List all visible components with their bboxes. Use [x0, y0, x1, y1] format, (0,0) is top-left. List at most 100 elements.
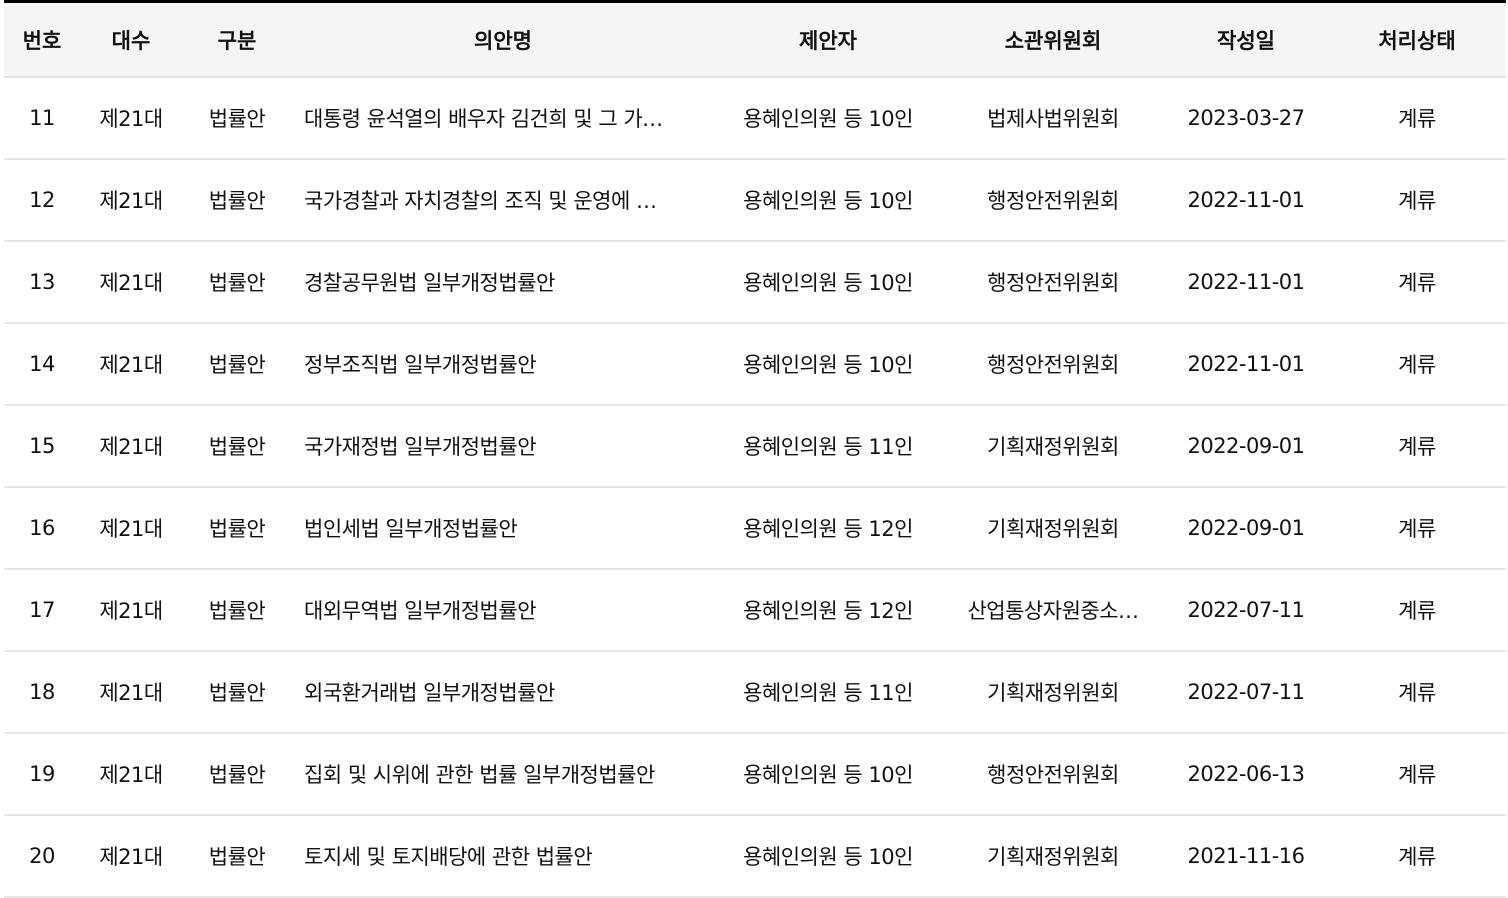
cell-number: 15 [4, 405, 80, 488]
cell-status: 계류 [1328, 815, 1506, 898]
cell-type: 법률안 [182, 651, 292, 734]
header-session: 대수 [80, 1, 182, 78]
cell-status: 계류 [1328, 77, 1506, 160]
header-type: 구분 [182, 1, 292, 78]
header-number: 번호 [4, 1, 80, 78]
table-row[interactable]: 11 제21대 법률안 대통령 윤석열의 배우자 김건희 및 그 가… 용혜인의원 등 … [4, 77, 1506, 160]
cell-bill-title[interactable]: 정부조직법 일부개정법률안 [292, 323, 714, 406]
cell-date: 2022-07-11 [1164, 651, 1328, 734]
cell-proposer: 용혜인의원 등 11인 [714, 651, 942, 734]
cell-bill-title[interactable]: 토지세 및 토지배당에 관한 법률안 [292, 815, 714, 898]
cell-type: 법률안 [182, 159, 292, 242]
cell-number: 14 [4, 323, 80, 406]
cell-type: 법률안 [182, 77, 292, 160]
table-row[interactable]: 18 제21대 법률안 외국환거래법 일부개정법률안 용혜인의원 등 11인 기획재정위원… [4, 651, 1506, 734]
bill-list-table: 번호 대수 구분 의안명 제안자 소관위원회 작성일 처리상태 11 제21대 법률… [4, 0, 1506, 898]
cell-status: 계류 [1328, 323, 1506, 406]
cell-date: 2022-11-01 [1164, 323, 1328, 406]
cell-number: 13 [4, 241, 80, 324]
cell-type: 법률안 [182, 569, 292, 652]
cell-session: 제21대 [80, 487, 182, 570]
cell-status: 계류 [1328, 241, 1506, 324]
cell-type: 법률안 [182, 487, 292, 570]
cell-bill-title[interactable]: 대통령 윤석열의 배우자 김건희 및 그 가… [292, 77, 714, 160]
cell-number: 11 [4, 77, 80, 160]
cell-status: 계류 [1328, 405, 1506, 488]
cell-committee: 기획재정위원회 [942, 815, 1164, 898]
cell-status: 계류 [1328, 159, 1506, 242]
table-row[interactable]: 17 제21대 법률안 대외무역법 일부개정법률안 용혜인의원 등 12인 산업통상자원중… [4, 569, 1506, 652]
cell-bill-title[interactable]: 국가재정법 일부개정법률안 [292, 405, 714, 488]
table-row[interactable]: 19 제21대 법률안 집회 및 시위에 관한 법률 일부개정법률안 용혜인의원 등 1… [4, 733, 1506, 816]
cell-number: 18 [4, 651, 80, 734]
table-row[interactable]: 13 제21대 법률안 경찰공무원법 일부개정법률안 용혜인의원 등 10인 행정안전위원… [4, 241, 1506, 324]
cell-session: 제21대 [80, 405, 182, 488]
cell-session: 제21대 [80, 77, 182, 160]
cell-proposer: 용혜인의원 등 10인 [714, 815, 942, 898]
cell-date: 2022-11-01 [1164, 159, 1328, 242]
header-bill-title: 의안명 [292, 1, 714, 78]
cell-bill-title[interactable]: 집회 및 시위에 관한 법률 일부개정법률안 [292, 733, 714, 816]
cell-number: 17 [4, 569, 80, 652]
table-header-row: 번호 대수 구분 의안명 제안자 소관위원회 작성일 처리상태 [4, 1, 1506, 78]
cell-status: 계류 [1328, 487, 1506, 570]
cell-committee: 법제사법위원회 [942, 77, 1164, 160]
cell-proposer: 용혜인의원 등 10인 [714, 159, 942, 242]
cell-bill-title[interactable]: 법인세법 일부개정법률안 [292, 487, 714, 570]
table-row[interactable]: 20 제21대 법률안 토지세 및 토지배당에 관한 법률안 용혜인의원 등 10인 기획… [4, 815, 1506, 898]
cell-committee: 기획재정위원회 [942, 487, 1164, 570]
cell-bill-title[interactable]: 대외무역법 일부개정법률안 [292, 569, 714, 652]
cell-status: 계류 [1328, 651, 1506, 734]
cell-date: 2022-06-13 [1164, 733, 1328, 816]
cell-proposer: 용혜인의원 등 11인 [714, 405, 942, 488]
cell-bill-title[interactable]: 외국환거래법 일부개정법률안 [292, 651, 714, 734]
cell-proposer: 용혜인의원 등 10인 [714, 323, 942, 406]
cell-session: 제21대 [80, 651, 182, 734]
cell-date: 2021-11-16 [1164, 815, 1328, 898]
cell-number: 16 [4, 487, 80, 570]
header-status: 처리상태 [1328, 1, 1506, 78]
cell-status: 계류 [1328, 733, 1506, 816]
header-date: 작성일 [1164, 1, 1328, 78]
cell-date: 2022-07-11 [1164, 569, 1328, 652]
cell-bill-title[interactable]: 국가경찰과 자치경찰의 조직 및 운영에 … [292, 159, 714, 242]
cell-session: 제21대 [80, 733, 182, 816]
cell-date: 2023-03-27 [1164, 77, 1328, 160]
cell-committee: 행정안전위원회 [942, 733, 1164, 816]
cell-proposer: 용혜인의원 등 10인 [714, 77, 942, 160]
cell-session: 제21대 [80, 323, 182, 406]
table-row[interactable]: 12 제21대 법률안 국가경찰과 자치경찰의 조직 및 운영에 … 용혜인의원 등 1… [4, 159, 1506, 242]
cell-status: 계류 [1328, 569, 1506, 652]
cell-bill-title[interactable]: 경찰공무원법 일부개정법률안 [292, 241, 714, 324]
cell-committee: 산업통상자원중소… [942, 569, 1164, 652]
cell-type: 법률안 [182, 815, 292, 898]
header-committee: 소관위원회 [942, 1, 1164, 78]
cell-committee: 행정안전위원회 [942, 159, 1164, 242]
cell-committee: 기획재정위원회 [942, 651, 1164, 734]
cell-number: 20 [4, 815, 80, 898]
cell-committee: 행정안전위원회 [942, 241, 1164, 324]
cell-committee: 기획재정위원회 [942, 405, 1164, 488]
cell-type: 법률안 [182, 241, 292, 324]
cell-proposer: 용혜인의원 등 12인 [714, 569, 942, 652]
cell-proposer: 용혜인의원 등 12인 [714, 487, 942, 570]
cell-date: 2022-09-01 [1164, 405, 1328, 488]
cell-committee: 행정안전위원회 [942, 323, 1164, 406]
cell-type: 법률안 [182, 323, 292, 406]
cell-date: 2022-09-01 [1164, 487, 1328, 570]
cell-proposer: 용혜인의원 등 10인 [714, 241, 942, 324]
table-row[interactable]: 16 제21대 법률안 법인세법 일부개정법률안 용혜인의원 등 12인 기획재정위원회 2… [4, 487, 1506, 570]
cell-type: 법률안 [182, 733, 292, 816]
table-row[interactable]: 15 제21대 법률안 국가재정법 일부개정법률안 용혜인의원 등 11인 기획재정위원회… [4, 405, 1506, 488]
cell-session: 제21대 [80, 569, 182, 652]
cell-session: 제21대 [80, 815, 182, 898]
header-proposer: 제안자 [714, 1, 942, 78]
cell-session: 제21대 [80, 159, 182, 242]
cell-type: 법률안 [182, 405, 292, 488]
cell-number: 19 [4, 733, 80, 816]
cell-date: 2022-11-01 [1164, 241, 1328, 324]
cell-number: 12 [4, 159, 80, 242]
cell-proposer: 용혜인의원 등 10인 [714, 733, 942, 816]
table-row[interactable]: 14 제21대 법률안 정부조직법 일부개정법률안 용혜인의원 등 10인 행정안전위원회… [4, 323, 1506, 406]
cell-session: 제21대 [80, 241, 182, 324]
